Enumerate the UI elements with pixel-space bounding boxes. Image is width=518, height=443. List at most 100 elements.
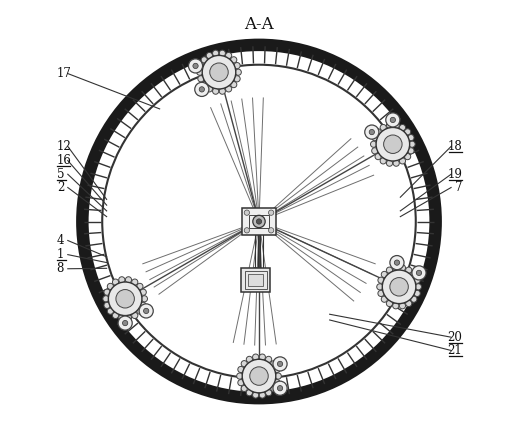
Circle shape: [393, 122, 399, 128]
Circle shape: [370, 141, 377, 148]
Circle shape: [231, 82, 237, 88]
Circle shape: [231, 57, 237, 63]
Circle shape: [132, 279, 138, 285]
Circle shape: [140, 302, 146, 308]
Circle shape: [234, 76, 240, 82]
Circle shape: [386, 267, 393, 273]
Circle shape: [118, 316, 132, 330]
Circle shape: [197, 69, 203, 75]
Circle shape: [119, 315, 125, 321]
Circle shape: [241, 361, 247, 367]
Circle shape: [377, 284, 383, 290]
Circle shape: [411, 272, 417, 277]
Text: 18: 18: [448, 140, 462, 153]
Text: 5: 5: [57, 168, 64, 181]
Circle shape: [405, 154, 411, 159]
Circle shape: [393, 303, 399, 309]
Circle shape: [246, 356, 252, 362]
Circle shape: [266, 356, 272, 362]
Polygon shape: [242, 208, 276, 235]
Circle shape: [253, 392, 259, 398]
Circle shape: [225, 86, 232, 92]
Circle shape: [372, 148, 378, 154]
Circle shape: [235, 69, 241, 75]
Text: 17: 17: [57, 67, 71, 80]
Circle shape: [234, 62, 240, 69]
Circle shape: [253, 354, 259, 360]
Circle shape: [393, 160, 399, 166]
Circle shape: [405, 129, 411, 135]
Circle shape: [414, 290, 420, 296]
Circle shape: [246, 390, 252, 396]
Circle shape: [198, 62, 204, 69]
Circle shape: [210, 63, 228, 82]
Circle shape: [275, 373, 281, 379]
Circle shape: [399, 265, 406, 271]
Circle shape: [125, 315, 132, 321]
Circle shape: [415, 284, 422, 290]
Text: A-A: A-A: [244, 16, 274, 33]
Circle shape: [244, 210, 250, 215]
Circle shape: [103, 295, 109, 302]
Circle shape: [390, 278, 408, 296]
Circle shape: [193, 63, 198, 69]
Text: 4: 4: [57, 234, 64, 247]
Circle shape: [382, 270, 416, 303]
Circle shape: [219, 50, 225, 56]
Circle shape: [399, 303, 406, 309]
Circle shape: [201, 57, 207, 63]
Circle shape: [112, 279, 119, 285]
Circle shape: [409, 141, 415, 148]
Circle shape: [238, 380, 244, 386]
Circle shape: [116, 290, 134, 308]
Circle shape: [376, 128, 410, 161]
Circle shape: [412, 266, 426, 280]
Circle shape: [408, 135, 414, 141]
Text: 21: 21: [448, 344, 462, 357]
Circle shape: [143, 308, 149, 314]
Circle shape: [104, 289, 110, 295]
Text: 12: 12: [57, 140, 71, 153]
Circle shape: [375, 129, 381, 135]
Circle shape: [139, 304, 153, 318]
Circle shape: [386, 122, 393, 128]
Bar: [249, 215, 269, 228]
Circle shape: [198, 76, 204, 82]
Circle shape: [271, 361, 277, 367]
Circle shape: [104, 66, 414, 377]
Circle shape: [380, 124, 386, 131]
Circle shape: [206, 86, 212, 92]
Circle shape: [199, 87, 205, 92]
Circle shape: [132, 312, 138, 319]
Circle shape: [238, 366, 244, 373]
Circle shape: [112, 312, 119, 319]
Circle shape: [268, 210, 274, 215]
Circle shape: [381, 296, 387, 302]
Bar: [241, 268, 270, 292]
Circle shape: [125, 277, 132, 283]
Bar: [248, 274, 264, 287]
Circle shape: [411, 296, 417, 302]
Circle shape: [107, 284, 113, 289]
Circle shape: [201, 82, 207, 88]
Circle shape: [375, 154, 381, 159]
Circle shape: [384, 135, 402, 153]
Circle shape: [393, 265, 399, 271]
Text: 16: 16: [57, 154, 71, 167]
Circle shape: [202, 55, 236, 89]
Text: 2: 2: [57, 181, 64, 194]
Circle shape: [206, 52, 212, 58]
Circle shape: [271, 385, 277, 392]
Circle shape: [372, 135, 378, 141]
Circle shape: [274, 380, 280, 386]
Circle shape: [369, 129, 375, 135]
Circle shape: [237, 373, 243, 379]
Circle shape: [107, 308, 113, 314]
Circle shape: [137, 284, 143, 289]
Circle shape: [380, 158, 386, 164]
Bar: [245, 272, 266, 289]
Circle shape: [253, 215, 265, 228]
Circle shape: [266, 390, 272, 396]
Circle shape: [122, 320, 128, 326]
Circle shape: [390, 256, 404, 270]
